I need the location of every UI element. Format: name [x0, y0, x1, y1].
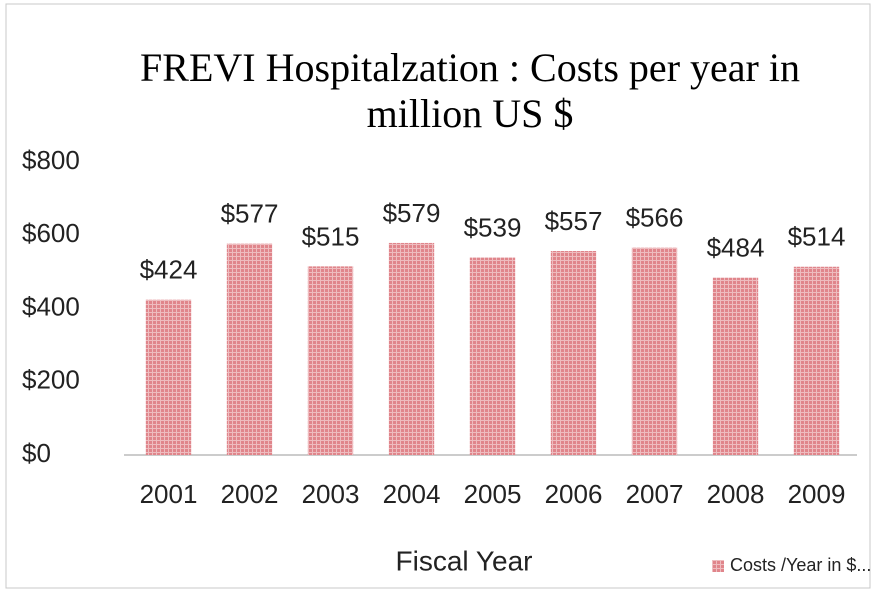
y-tick-label: $0 — [22, 438, 51, 468]
y-tick-label: $800 — [22, 145, 80, 175]
bar — [307, 266, 354, 455]
bar — [793, 266, 840, 455]
bar — [550, 250, 597, 455]
value-label: $557 — [545, 206, 603, 236]
value-label: $424 — [140, 255, 198, 285]
bar — [226, 243, 273, 455]
y-tick-label: $400 — [22, 291, 80, 321]
x-tick-label: 2007 — [626, 479, 684, 509]
value-label: $579 — [383, 198, 441, 228]
y-tick-label: $600 — [22, 218, 80, 248]
x-tick-label: 2002 — [221, 479, 279, 509]
x-tick-label: 2001 — [140, 479, 198, 509]
bar — [469, 257, 516, 455]
x-tick-label: 2004 — [383, 479, 441, 509]
bar — [631, 247, 678, 455]
x-tick-label: 2005 — [464, 479, 522, 509]
value-label: $577 — [221, 199, 279, 229]
x-tick-label: 2009 — [788, 479, 846, 509]
value-label: $566 — [626, 203, 684, 233]
value-label: $515 — [302, 221, 360, 251]
x-tick-label: 2003 — [302, 479, 360, 509]
legend-swatch — [712, 560, 724, 572]
chart-title: FREVI Hospitalzation : Costs per year in… — [140, 45, 800, 136]
chart-border — [5, 3, 871, 589]
x-tick-label: 2008 — [707, 479, 765, 509]
x-tick-label: 2006 — [545, 479, 603, 509]
bar — [388, 242, 435, 455]
legend-label: Costs /Year in $... — [730, 555, 871, 575]
bar — [712, 277, 759, 455]
y-tick-label: $200 — [22, 365, 80, 395]
x-axis-label: Fiscal Year — [396, 545, 533, 576]
value-label: $484 — [707, 233, 765, 263]
bar — [145, 299, 192, 455]
value-label: $539 — [464, 212, 522, 242]
value-label: $514 — [788, 222, 846, 252]
